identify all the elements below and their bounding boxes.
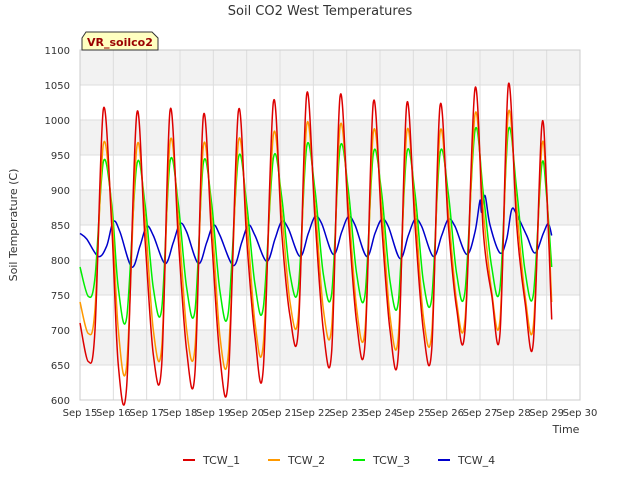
x-tick-label: Sep 23	[329, 408, 364, 419]
x-tick-label: Sep 20	[229, 408, 264, 419]
y-tick-label: 700	[51, 326, 70, 337]
y-tick-label: 800	[51, 256, 70, 267]
legend-label: TCW_3	[372, 454, 410, 467]
legend-label: TCW_1	[202, 454, 240, 467]
y-tick-label: 900	[51, 186, 70, 197]
x-tick-label: Sep 22	[296, 408, 331, 419]
plot-band	[80, 260, 580, 295]
y-tick-label: 950	[51, 151, 70, 162]
annotation-label: VR_soilco2	[87, 36, 153, 49]
x-tick-label: Sep 27	[463, 408, 498, 419]
y-axis-label: Soil Temperature (C)	[7, 169, 20, 282]
series-lines	[79, 82, 553, 406]
x-tick-label: Sep 25	[396, 408, 431, 419]
x-tick-label: Sep 24	[363, 408, 398, 419]
chart-title: Soil CO2 West Temperatures	[228, 4, 413, 19]
x-tick-label: Sep 17	[129, 408, 164, 419]
y-tick-label: 650	[51, 361, 70, 372]
series-line-tcw-1	[79, 82, 553, 406]
x-tick-label: Sep 16	[96, 408, 131, 419]
y-axis: 600 650 700 750 800 850 900 950 1000 1050 1100	[45, 46, 70, 407]
x-tick-label: Sep 29	[529, 408, 564, 419]
x-axis-label: Time	[552, 423, 580, 436]
y-tick-label: 850	[51, 221, 70, 232]
plot-frame	[79, 49, 581, 401]
x-tick-label: Sep 28	[496, 408, 531, 419]
y-tick-label: 600	[51, 396, 70, 407]
y-tick-label: 750	[51, 291, 70, 302]
plot-band	[80, 190, 580, 225]
legend-label: TCW_4	[457, 454, 495, 467]
x-tick-label: Sep 15	[63, 408, 98, 419]
x-tick-label: Sep 21	[263, 408, 298, 419]
x-tick-label: Sep 30	[563, 408, 598, 419]
plot-band	[80, 120, 580, 155]
x-tick-label: Sep 18	[163, 408, 198, 419]
y-tick-label: 1000	[45, 116, 70, 127]
x-tick-label: Sep 19	[196, 408, 231, 419]
legend-label: TCW_2	[287, 454, 325, 467]
plot-band	[80, 50, 580, 85]
y-tick-label: 1050	[45, 81, 70, 92]
annotation-box: VR_soilco2	[81, 31, 159, 51]
y-tick-label: 1100	[45, 46, 70, 57]
x-tick-label: Sep 26	[429, 408, 464, 419]
legend: TCW_1 TCW_2 TCW_3 TCW_4	[183, 454, 495, 467]
